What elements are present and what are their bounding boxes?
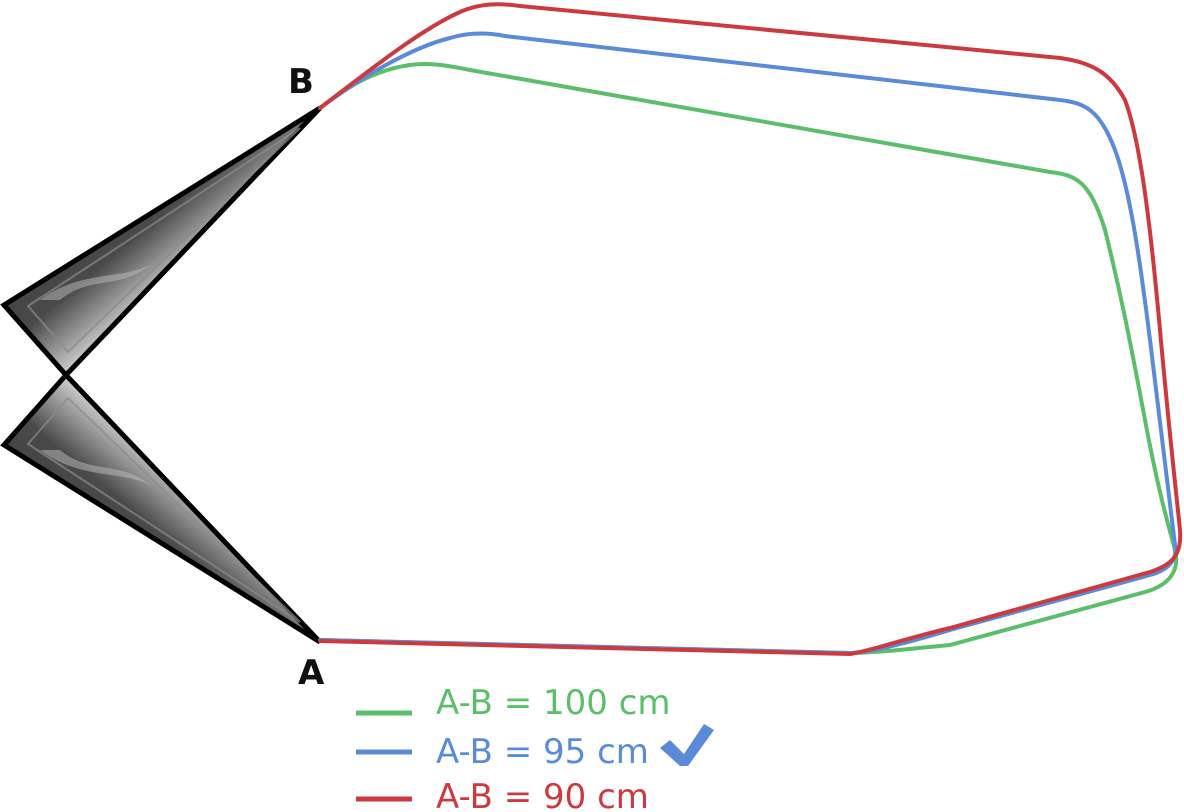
legend-label-blue: A-B = 95 cm xyxy=(436,732,649,772)
legend-label-green: A-B = 100 cm xyxy=(436,683,671,723)
legend-item-green: A-B = 100 cm xyxy=(356,683,671,723)
upper-wing-panel xyxy=(0,105,322,379)
point-label-a: A xyxy=(298,653,325,693)
point-label-b: B xyxy=(288,62,314,102)
legend-item-red: A-B = 90 cm xyxy=(356,777,649,812)
legend-item-blue: A-B = 95 cm xyxy=(356,724,714,772)
outline-green-100cm xyxy=(318,61,1179,655)
check-icon xyxy=(660,724,714,766)
lower-wing-panel xyxy=(0,371,322,645)
legend: A-B = 100 cm A-B = 95 cm A-B = 90 cm xyxy=(356,683,714,812)
legend-label-red: A-B = 90 cm xyxy=(436,777,649,812)
outline-red-90cm xyxy=(318,2,1183,656)
outline-blue-95cm xyxy=(318,31,1178,655)
